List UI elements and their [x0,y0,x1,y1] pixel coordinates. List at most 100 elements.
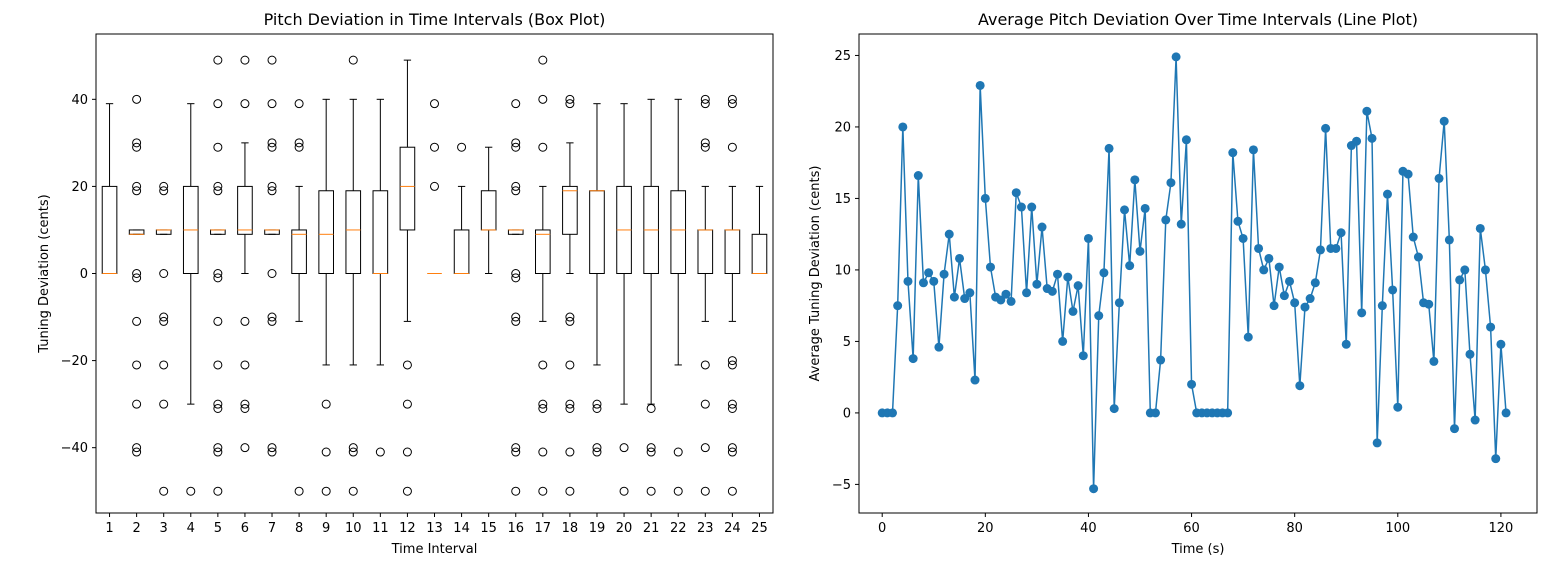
line-plot-axes: 0 20 40 60 80 100 120 −5 0 5 10 15 20 25 [832,49,1513,536]
data-point [1491,454,1501,464]
x-tick-label: 9 [322,521,330,536]
data-point [1125,261,1135,271]
y-tick-label: 0 [80,267,88,282]
data-point [1140,203,1150,213]
x-tick-label: 5 [214,521,222,536]
data-point [1413,252,1423,262]
data-point [1310,278,1320,288]
outlier-point [646,447,656,457]
outlier-point [538,486,548,496]
outlier-point [565,312,575,322]
outlier-point [430,181,439,191]
x-tick-label: 12 [399,521,416,536]
data-point [1285,276,1295,286]
outlier-point [321,447,331,457]
data-point [975,80,985,90]
box-group [128,94,145,457]
data-point [1460,265,1470,275]
outlier-point [132,94,142,104]
outlier-point [538,94,548,104]
outlier-point [186,486,196,496]
y-tick-label: 10 [834,263,851,278]
y-tick-label: 40 [71,93,88,108]
outlier-point [511,443,521,453]
data-point [949,292,959,302]
outlier-point [294,142,304,152]
data-point [1403,169,1413,179]
box-chart-xlabel: Time Interval [391,542,478,557]
data-point [1001,289,1011,299]
data-point [1336,228,1346,238]
outlier-point [430,99,439,109]
data-point [918,278,928,288]
outlier-point [700,142,710,152]
outlier-point [132,181,142,191]
outlier-point [619,486,629,496]
outlier-point [159,360,169,370]
outlier-point [565,486,575,496]
line-plot-frame [858,33,1538,514]
data-point [1377,301,1387,311]
outlier-point [700,486,710,496]
data-point [1223,408,1233,418]
data-point [1166,178,1176,188]
outlier-point [321,486,331,496]
outlier-point [727,486,737,496]
data-point [1078,351,1088,361]
data-point [934,342,944,352]
data-point [1114,298,1124,308]
data-point [1058,336,1068,346]
data-point [1315,245,1325,255]
outlier-point [213,447,223,457]
y-tick-label: 0 [843,406,851,421]
outlier-point [727,356,737,366]
box-group [480,146,497,274]
outlier-point [267,55,277,65]
data-point [1439,116,1449,126]
data-point [1362,106,1372,116]
outlier-point [511,142,521,152]
box-plot-axes: 1 2 3 4 5 6 7 8 9 10 11 12 13 14 15 16 17 18 19 20 21 22 23 24 2… [61,93,768,536]
outlier-point [240,55,250,65]
data-point [1083,233,1093,243]
x-tick-label: 6 [241,521,249,536]
outlier-point [132,186,142,196]
data-point [1104,143,1114,153]
data-point [1063,272,1073,282]
box [345,190,362,275]
data-point [1429,356,1439,366]
x-tick-label: 10 [345,521,362,536]
box [318,190,334,275]
outlier-point [565,316,575,326]
outlier-point [592,399,602,409]
outlier-point [511,181,521,191]
box-group [318,98,334,496]
y-tick-label: 20 [834,120,851,135]
outlier-point [132,138,142,148]
data-point [1475,223,1485,233]
data-point [1450,424,1460,434]
outlier-point [213,486,223,496]
box-group [643,98,659,496]
outlier-point [511,138,521,148]
outlier-point [592,443,602,453]
data-point [1367,133,1377,143]
outlier-point [267,181,277,191]
box-group [427,99,442,274]
outlier-point [402,399,412,409]
outlier-point [348,447,358,457]
outlier-point [159,181,169,191]
data-point [1011,188,1021,198]
box-group [535,55,551,496]
box-group [155,181,172,496]
outlier-point [538,447,548,457]
data-point [1465,349,1475,359]
outlier-point [511,186,521,196]
x-tick-label: 7 [268,521,276,536]
outlier-point [213,273,223,283]
box-group [264,55,280,457]
y-tick-label: −20 [61,354,88,369]
data-point [1279,291,1289,301]
data-point [1254,243,1264,253]
y-tick-label: −5 [832,478,851,493]
